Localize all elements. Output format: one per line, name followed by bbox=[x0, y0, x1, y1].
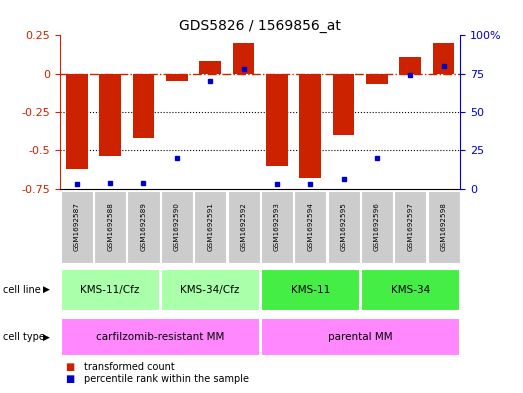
Text: GSM1692593: GSM1692593 bbox=[274, 202, 280, 252]
Bar bbox=[99, 73, 121, 156]
Bar bbox=[299, 73, 321, 178]
Bar bbox=[61, 269, 160, 310]
Bar bbox=[161, 191, 193, 263]
Bar bbox=[166, 73, 188, 81]
Bar bbox=[361, 191, 393, 263]
Text: percentile rank within the sample: percentile rank within the sample bbox=[84, 374, 248, 384]
Bar bbox=[333, 73, 355, 135]
Bar bbox=[366, 73, 388, 84]
Bar bbox=[433, 43, 454, 73]
Text: GSM1692592: GSM1692592 bbox=[241, 202, 246, 252]
Text: KMS-11: KMS-11 bbox=[291, 285, 330, 295]
Bar bbox=[161, 269, 259, 310]
Bar bbox=[294, 191, 326, 263]
Bar bbox=[94, 191, 126, 263]
Text: ▶: ▶ bbox=[42, 285, 50, 294]
Text: cell type: cell type bbox=[3, 332, 44, 342]
Bar bbox=[361, 269, 460, 310]
Text: ■: ■ bbox=[65, 374, 75, 384]
Bar bbox=[327, 191, 359, 263]
Text: GSM1692598: GSM1692598 bbox=[440, 202, 447, 252]
Bar bbox=[261, 269, 359, 310]
Bar bbox=[233, 43, 254, 73]
Bar bbox=[194, 191, 226, 263]
Text: GSM1692587: GSM1692587 bbox=[74, 202, 80, 252]
Bar bbox=[61, 318, 259, 356]
Bar bbox=[128, 191, 160, 263]
Text: GSM1692589: GSM1692589 bbox=[141, 202, 146, 252]
Bar bbox=[66, 73, 88, 169]
Text: GSM1692596: GSM1692596 bbox=[374, 202, 380, 252]
Bar bbox=[261, 318, 460, 356]
Bar bbox=[61, 191, 93, 263]
Text: GSM1692597: GSM1692597 bbox=[407, 202, 413, 252]
Bar bbox=[400, 57, 421, 73]
Text: transformed count: transformed count bbox=[84, 362, 175, 373]
Text: parental MM: parental MM bbox=[328, 332, 393, 342]
Text: ▶: ▶ bbox=[42, 332, 50, 342]
Text: GSM1692588: GSM1692588 bbox=[107, 202, 113, 252]
Bar bbox=[394, 191, 426, 263]
Text: carfilzomib-resistant MM: carfilzomib-resistant MM bbox=[96, 332, 224, 342]
Bar bbox=[266, 73, 288, 165]
Text: KMS-34/Cfz: KMS-34/Cfz bbox=[180, 285, 240, 295]
Bar bbox=[199, 61, 221, 73]
Text: KMS-11/Cfz: KMS-11/Cfz bbox=[81, 285, 140, 295]
Text: GSM1692591: GSM1692591 bbox=[207, 202, 213, 252]
Bar bbox=[228, 191, 259, 263]
Bar bbox=[133, 73, 154, 138]
Text: KMS-34: KMS-34 bbox=[391, 285, 430, 295]
Title: GDS5826 / 1569856_at: GDS5826 / 1569856_at bbox=[179, 19, 341, 33]
Text: GSM1692595: GSM1692595 bbox=[340, 202, 347, 252]
Text: ■: ■ bbox=[65, 362, 75, 373]
Bar bbox=[428, 191, 460, 263]
Text: cell line: cell line bbox=[3, 285, 40, 295]
Bar bbox=[261, 191, 293, 263]
Text: GSM1692594: GSM1692594 bbox=[307, 202, 313, 252]
Text: GSM1692590: GSM1692590 bbox=[174, 202, 180, 252]
